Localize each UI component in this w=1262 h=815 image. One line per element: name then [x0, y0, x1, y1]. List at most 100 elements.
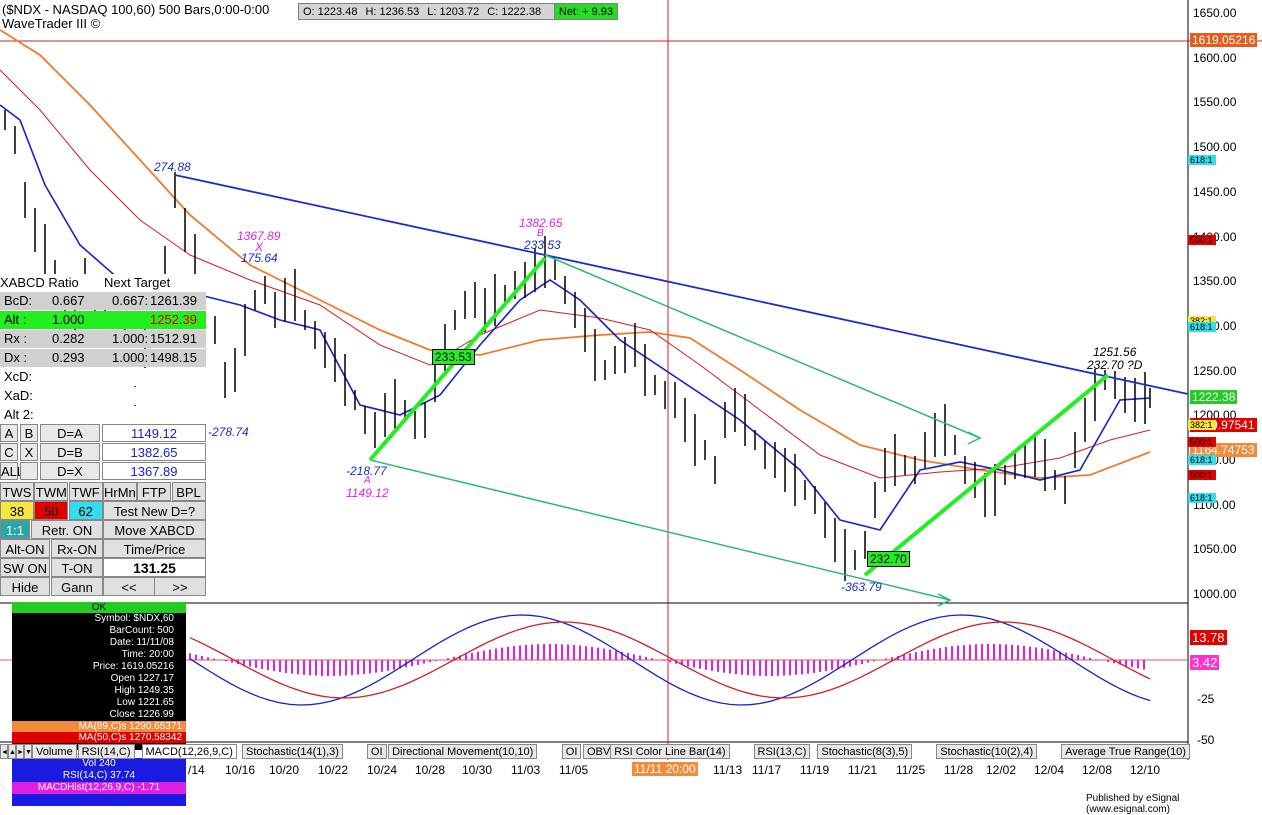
study-tab[interactable]: Stochastic(8(3),5)	[817, 744, 913, 759]
sw-on-button[interactable]: SW ON	[0, 558, 50, 577]
time-axis-label: 11/17	[752, 763, 782, 777]
test-new-d-button[interactable]: Test New D=?	[103, 501, 206, 520]
label-274: 274.88	[154, 160, 191, 174]
ma89-line	[0, 29, 1151, 479]
study-tab[interactable]: Volume	[32, 744, 77, 759]
xabcd-point-button[interactable]: D=A	[40, 424, 100, 442]
price-axis-label: 1600.00	[1193, 50, 1237, 65]
xabcd-point-value: 1367.89	[102, 462, 206, 480]
fib-level-50[interactable]: 50	[34, 501, 69, 520]
fib-marker: 618:1	[1188, 493, 1216, 503]
study-tab[interactable]: Stochastic(10(2),4)	[936, 744, 1038, 759]
symbol-title: ($NDX - NASDAQ 100,60) 500 Bars,0:00-0:0…	[2, 2, 270, 17]
tab-scroll-icon[interactable]: ◄	[0, 744, 8, 759]
alt-on-button[interactable]: Alt-ON	[0, 539, 50, 558]
xabcd-target-ratio: 1.000:	[112, 331, 149, 346]
fib-level-62[interactable]: 62	[68, 501, 103, 520]
t-on-button[interactable]: T-ON	[51, 558, 103, 577]
gann-button[interactable]: Gann	[51, 577, 103, 596]
cursor-time-label: 11/11 20:00	[632, 762, 698, 776]
price-axis-label: 1650.00	[1193, 6, 1237, 20]
low-value: L: 1203.72	[427, 5, 480, 18]
time-axis-label: 12/02	[986, 763, 1017, 777]
xabcd-row-label: XaD:	[4, 388, 33, 403]
timeframe-button-tws[interactable]: TWS	[0, 482, 34, 501]
study-tab[interactable]: Stochastic(14(1),3)	[242, 744, 343, 759]
fib-marker: 382:1	[1188, 316, 1216, 326]
xabcd-point-button[interactable]: D=B	[40, 443, 100, 461]
fib-level-38[interactable]: 38	[0, 501, 34, 520]
open-value: O: 1223.48	[303, 5, 358, 18]
xabcd-row: Alt 2:	[0, 406, 206, 424]
label-363: -363.79	[841, 580, 882, 594]
xabcd-row: Alt : 1.000 1252.39	[0, 311, 206, 329]
fib-marker: 618:1	[1188, 455, 1216, 465]
label-218: -218.77	[346, 464, 387, 478]
next-button[interactable]: >>	[154, 577, 206, 596]
volume-value: Vol 240	[82, 758, 116, 769]
time-axis-label: 10/30	[462, 763, 493, 777]
data-window-row: Low 1221.65	[116, 697, 174, 708]
xabcd-point-button[interactable]	[20, 462, 38, 480]
xabcd-point-button[interactable]: ALL	[0, 462, 25, 480]
next-target-title: Next Target	[104, 275, 171, 290]
fib-marker: 382:1	[1188, 420, 1216, 430]
xabcd-point-button[interactable]: D=X	[40, 462, 100, 480]
label-175: 175.64	[241, 251, 278, 265]
timeframe-button-ftp[interactable]: FTP	[137, 482, 172, 501]
tab-scroll-icon[interactable]: ▲	[8, 744, 16, 759]
time-axis-label: 10/16	[225, 763, 256, 777]
label-232: 232.70 ?D	[1087, 358, 1143, 372]
study-tab[interactable]: OI	[366, 744, 387, 759]
tab-scroll-icon[interactable]: ►	[16, 744, 24, 759]
study-tab[interactable]: RSI Color Line Bar(14)	[610, 744, 730, 759]
hide-button[interactable]: Hide	[0, 577, 50, 596]
time-axis-label: 11/25	[896, 763, 926, 777]
price-axis-label: 1350.00	[1193, 274, 1237, 289]
timeframe-button-twf[interactable]: TWF	[68, 482, 103, 501]
xabcd-ratio: 0.293	[52, 350, 85, 365]
price-axis-label: 1000.00	[1193, 587, 1237, 602]
timeframe-button-bpl[interactable]: BPL	[171, 482, 206, 501]
price-axis-label: 1250.00	[1193, 363, 1237, 378]
time-axis-label: 12/04	[1034, 763, 1065, 777]
study-tab[interactable]: RSI(13,C)	[753, 744, 811, 759]
label-1367: 1367.89	[237, 229, 281, 243]
study-tab[interactable]: MACD(12,26,9,C)	[141, 744, 237, 759]
macd-hist-value: MACDHist(12,26,9,C) -1.71	[12, 782, 186, 794]
time-price-button[interactable]: Time/Price	[103, 539, 206, 558]
close-value: C: 1222.38	[487, 5, 542, 18]
macd-marker: 3.42	[1190, 655, 1220, 670]
previous-button[interactable]: <<	[103, 577, 155, 596]
time-axis-label: 11/05	[559, 763, 589, 777]
rsi-value: RSI(14,C) 37.74	[62, 770, 136, 781]
xabcd-point-button[interactable]: A	[0, 424, 18, 442]
tab-scroll-icon[interactable]: ▼	[24, 744, 32, 759]
pattern-box-232: 232.70	[867, 551, 910, 567]
study-tab[interactable]: Directional Movement(10,10)	[388, 744, 538, 759]
data-window-row: Close 1226.99	[109, 709, 175, 720]
data-window-ok[interactable]: OK	[12, 602, 186, 613]
xabcd-point-button[interactable]: B	[20, 424, 38, 442]
xabcd-title: XABCD Ratio	[0, 275, 79, 290]
retracement-button[interactable]: Retr. ON	[31, 520, 103, 539]
study-tab[interactable]: RSI(14,C)	[77, 744, 135, 759]
xabcd-row: BcD: 0.667 0.667: 1261.39	[0, 292, 206, 310]
macd-marker: 13.78	[1190, 630, 1227, 645]
label-a: A	[364, 475, 371, 486]
fib-marker: 500:1	[1188, 437, 1216, 447]
rx-on-button[interactable]: Rx-ON	[51, 539, 103, 558]
timeframe-button-twm[interactable]: TWM	[34, 482, 69, 501]
timeframe-button-hrmn[interactable]: HrMn	[102, 482, 137, 501]
study-tab[interactable]: OI	[561, 744, 582, 759]
xabcd-point-button[interactable]: X	[20, 443, 38, 461]
ratio-button[interactable]: 1:1	[0, 520, 30, 539]
data-window-row: High 1249.35	[114, 685, 175, 696]
study-tab[interactable]: Average True Range(10)	[1061, 744, 1190, 759]
pattern-box-233: 233.53	[432, 349, 475, 365]
xabcd-row: Rx : 0.282 1.000: 1512.91	[0, 330, 206, 348]
move-xabcd-button[interactable]: Move XABCD	[103, 520, 206, 539]
xabcd-point-button[interactable]: C	[0, 443, 18, 461]
xabcd-row-label: BcD:	[4, 293, 33, 308]
